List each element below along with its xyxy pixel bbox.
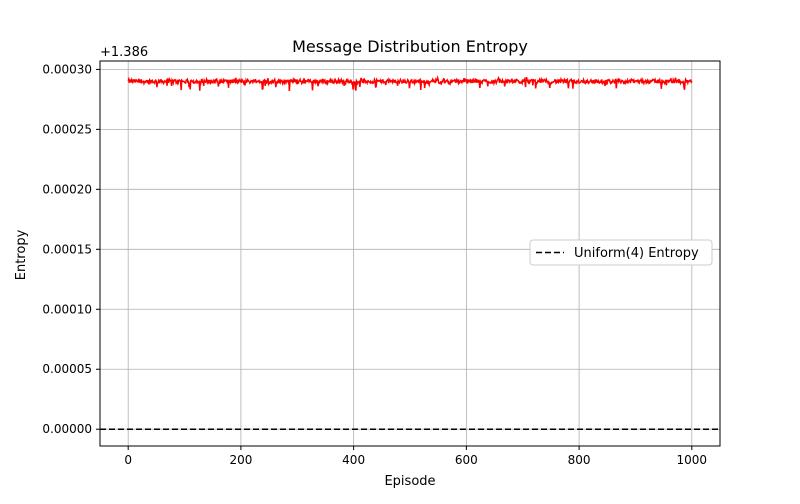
y-tick-label-5: 0.00025 (42, 122, 92, 136)
x-tick-label-2: 400 (342, 453, 365, 467)
legend: Uniform(4) Entropy (529, 239, 713, 266)
x-tick-label-1: 200 (229, 453, 252, 467)
y-tick-label-6: 0.00030 (42, 62, 92, 76)
ticks-layer: 0 200 400 600 800 1000 0.00000 0.00005 0.00010 0.… (42, 62, 707, 467)
legend-label-uniform-entropy: Uniform(4) Entropy (574, 246, 699, 261)
legend-box (529, 239, 713, 266)
x-axis-label: Episode (384, 474, 435, 489)
x-tick-label-5: 1000 (677, 453, 708, 467)
axes-layer (99, 60, 721, 447)
y-axis-offset-text: +1.386 (100, 45, 148, 60)
y-tick-label-2: 0.00010 (42, 302, 92, 316)
y-axis-label: Entropy (14, 229, 29, 280)
x-tick-label-0: 0 (124, 453, 132, 467)
x-tick-label-3: 600 (455, 453, 478, 467)
y-tick-label-1: 0.00005 (42, 362, 92, 376)
plot-frame (99, 60, 721, 447)
chart-title: Message Distribution Entropy (292, 37, 528, 56)
y-tick-label-0: 0.00000 (42, 422, 92, 436)
x-tick-label-4: 800 (568, 453, 591, 467)
y-tick-label-4: 0.00020 (42, 182, 92, 196)
series-layer (100, 75, 720, 430)
y-tick-label-3: 0.00015 (42, 242, 92, 256)
series-line-entropy (127, 75, 693, 91)
